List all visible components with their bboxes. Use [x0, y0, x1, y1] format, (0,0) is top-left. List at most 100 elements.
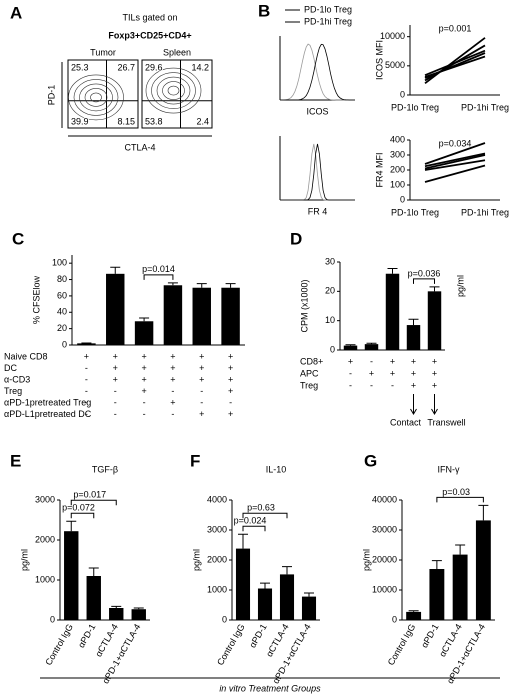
y-tick-label: 0: [222, 614, 227, 624]
error-bar: [282, 566, 292, 575]
quadrant-value: 26.7: [117, 62, 135, 72]
pair-line: [424, 154, 486, 170]
row-cell: +: [199, 409, 204, 419]
row-cell: +: [113, 374, 118, 384]
row-cell: -: [200, 397, 203, 407]
bar: [279, 574, 295, 620]
hist-curve: [280, 143, 355, 201]
bracket: [70, 512, 95, 519]
contour: [156, 76, 191, 105]
bar: [452, 554, 468, 620]
pair-line: [424, 55, 486, 78]
row-cell: -: [229, 397, 232, 407]
y-axis-label: pg/ml: [191, 549, 201, 571]
row-cell: -: [85, 397, 88, 407]
y-tick-label: 40: [57, 307, 67, 317]
row-cell: -: [143, 409, 146, 419]
row-cell: +: [348, 356, 353, 366]
error-bar: [66, 520, 77, 532]
hist-curve: [280, 43, 355, 101]
y-tick-label: 2000: [207, 554, 227, 564]
x-tick-label: PD-1lo Treg: [391, 207, 439, 217]
y-tick-label: 100: [390, 179, 405, 189]
y-axis-label: ICOS MFI: [374, 40, 384, 80]
row-cell: +: [141, 386, 146, 396]
row-cell: +: [432, 356, 437, 366]
annotation: p=0.034: [439, 138, 472, 148]
chart-title: IL-10: [266, 464, 287, 474]
y-axis-label: pg/ml: [19, 549, 29, 571]
annotation: Transwell: [427, 417, 465, 427]
row-cell: +: [199, 374, 204, 384]
quadrant-value: 39.9: [71, 116, 89, 126]
x-tick-label: αPD-1: [419, 622, 441, 649]
error-bar: [111, 605, 122, 608]
pair-line: [424, 49, 486, 76]
annotation: p=0.001: [439, 23, 472, 33]
row-label: Naive CD8: [4, 351, 48, 361]
row-cell: +: [113, 351, 118, 361]
row-cell: +: [411, 368, 416, 378]
y-axis-label: pg/ml: [361, 549, 371, 571]
bar: [429, 569, 445, 620]
x-tick-label: PD-1hi Treg: [461, 207, 509, 217]
y-tick-label: 4000: [207, 494, 227, 504]
contour: [167, 85, 180, 96]
y2-axis-label: pg/ml: [455, 275, 465, 297]
hist-curve: [280, 43, 355, 101]
bar: [427, 291, 442, 350]
row-cell: +: [141, 351, 146, 361]
row-cell: +: [199, 351, 204, 361]
x-axis-label: CTLA-4: [124, 142, 155, 152]
row-cell: +: [411, 356, 416, 366]
x-tick-label: PD-1hi Treg: [461, 102, 509, 112]
flow-plot: [141, 59, 213, 129]
bar: [475, 520, 491, 620]
x-tick-label: Control IgG: [215, 622, 247, 667]
y-tick-label: 100: [52, 258, 67, 268]
quadrant-value: 53.8: [145, 116, 163, 126]
row-cell: +: [369, 368, 374, 378]
annotation: Contact: [390, 417, 422, 427]
bar: [406, 325, 421, 350]
row-cell: +: [170, 374, 175, 384]
contour: [90, 92, 102, 103]
row-cell: +: [390, 356, 395, 366]
error-bar: [260, 582, 270, 589]
y-tick-label: 0: [400, 89, 405, 99]
bar: [192, 287, 211, 345]
row-cell: +: [199, 363, 204, 373]
contour: [84, 88, 108, 107]
row-cell: -: [85, 409, 88, 419]
bar: [221, 287, 240, 345]
row-cell: -: [370, 356, 373, 366]
row-cell: -: [370, 380, 373, 390]
y-tick-label: 60: [57, 290, 67, 300]
error-bar: [408, 610, 419, 612]
bar: [406, 611, 422, 620]
row-label: αPD-1pretreated Treg: [4, 397, 91, 407]
error-bar: [366, 342, 377, 345]
row-cell: -: [85, 374, 88, 384]
bar: [109, 608, 124, 620]
panel-letter: F: [190, 451, 200, 470]
y-tick-label: 3000: [35, 494, 55, 504]
y-axis-label: PD-1: [46, 85, 56, 106]
error-bar: [478, 504, 489, 521]
y-tick-label: 20000: [372, 554, 397, 564]
panel-letter: D: [290, 229, 302, 248]
y-tick-label: 2000: [35, 534, 55, 544]
quadrant-value: 14.2: [191, 62, 209, 72]
row-label: α-CD3: [4, 374, 30, 384]
y-tick-label: 300: [390, 149, 405, 159]
pair-line: [424, 159, 486, 171]
bar: [86, 576, 101, 620]
row-cell: +: [141, 363, 146, 373]
row-cell: -: [200, 386, 203, 396]
panel-title: TILs gated on: [122, 12, 177, 22]
error-bar: [455, 544, 466, 555]
row-cell: +: [113, 363, 118, 373]
y-tick-label: 0: [392, 614, 397, 624]
y-axis-label: CPM (x1000): [299, 279, 309, 332]
